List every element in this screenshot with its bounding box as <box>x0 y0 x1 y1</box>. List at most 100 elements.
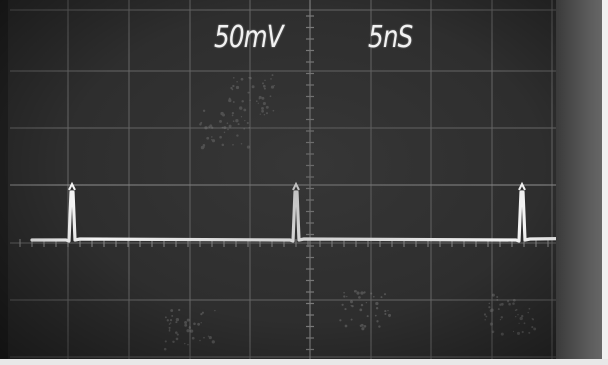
noise-speck <box>231 114 234 117</box>
noise-speck <box>262 82 264 85</box>
noise-speck <box>269 95 272 98</box>
noise-speck <box>383 293 387 296</box>
noise-speck <box>488 306 491 309</box>
noise-speck <box>341 303 344 306</box>
noise-speck <box>378 325 381 328</box>
noise-speck <box>490 308 494 312</box>
noise-speck <box>219 135 222 139</box>
noise-speck <box>202 109 206 112</box>
noise-speck <box>273 84 275 87</box>
noise-speck <box>366 315 369 318</box>
noise-speck <box>263 87 266 90</box>
noise-speck <box>521 314 524 318</box>
noise-speck <box>370 292 373 295</box>
noise-speck <box>197 322 201 326</box>
noise-speck <box>176 333 179 336</box>
noise-speck <box>249 99 251 102</box>
noise-speck <box>350 300 353 304</box>
noise-speck <box>243 108 247 112</box>
noise-speck <box>184 323 188 327</box>
noise-speck <box>211 139 216 143</box>
noise-speck <box>488 302 491 305</box>
noise-speck <box>372 295 375 298</box>
noise-speck <box>223 126 227 130</box>
noise-speck <box>512 330 515 333</box>
noise-speck <box>184 342 186 345</box>
bezel-bottom-edge <box>0 359 608 365</box>
noise-speck <box>500 332 504 336</box>
noise-speck <box>517 314 519 316</box>
noise-speck <box>221 143 225 147</box>
noise-speck <box>356 291 360 295</box>
noise-speck <box>496 298 499 301</box>
noise-speck <box>384 312 387 316</box>
noise-speck <box>199 123 202 126</box>
noise-speck <box>232 101 235 103</box>
noise-speck <box>519 316 523 321</box>
noise-speck <box>515 315 517 318</box>
noise-speck <box>344 308 347 311</box>
noise-speck <box>350 304 352 307</box>
noise-speck <box>262 101 266 106</box>
noise-speck <box>485 315 488 318</box>
noise-speck <box>228 124 232 128</box>
time-per-div-label: 5nS <box>368 20 413 55</box>
noise-speck <box>189 329 194 333</box>
noise-speck <box>271 74 274 77</box>
noise-speck <box>232 120 235 122</box>
noise-speck <box>168 329 171 331</box>
noise-speck <box>343 295 346 298</box>
noise-speck <box>363 291 366 294</box>
noise-speck <box>374 314 377 317</box>
noise-speck <box>258 98 260 100</box>
noise-speck <box>375 301 379 306</box>
signal-trace <box>30 190 608 243</box>
volts-per-div-label: 50mV <box>214 20 284 55</box>
noise-speck <box>231 88 234 91</box>
noise-speck <box>236 80 238 83</box>
noise-speck <box>203 336 205 339</box>
noise-speck <box>239 106 243 110</box>
noise-speck <box>175 321 178 324</box>
noise-speck <box>506 300 510 303</box>
noise-speck <box>527 311 529 314</box>
noise-speck <box>270 85 275 89</box>
noise-speck <box>255 100 258 103</box>
noise-speck <box>166 319 169 322</box>
noise-speck <box>339 319 342 322</box>
noise-speck <box>169 318 173 322</box>
noise-speck <box>384 310 387 313</box>
noise-speck <box>232 84 235 88</box>
noise-speck <box>484 319 486 321</box>
noise-speck <box>512 298 516 302</box>
noise-speck <box>201 311 204 314</box>
noise-speck <box>168 326 171 329</box>
noise-speck <box>387 309 389 312</box>
noise-speck <box>228 98 232 103</box>
noise-speck <box>388 315 391 318</box>
noise-speck <box>184 321 188 324</box>
noise-speck <box>344 324 348 328</box>
noise-speck <box>508 302 511 306</box>
noise-speck <box>265 105 269 109</box>
noise-speck <box>365 301 368 304</box>
noise-speck <box>363 324 367 328</box>
noise-speck <box>350 318 353 321</box>
noise-speck <box>236 134 239 137</box>
noise-speck <box>360 303 364 307</box>
noise-speck <box>175 317 180 322</box>
noise-speck <box>246 121 249 125</box>
noise-speck <box>237 123 240 126</box>
noise-speck <box>227 128 229 131</box>
noise-speck <box>203 146 205 148</box>
screen-noise <box>163 74 537 351</box>
noise-speck <box>200 322 202 324</box>
noise-speck <box>515 308 518 311</box>
noise-speck <box>246 145 250 149</box>
noise-speck <box>241 100 244 103</box>
noise-speck <box>531 318 534 320</box>
noise-speck <box>359 308 363 312</box>
noise-speck <box>343 291 345 294</box>
noise-speck <box>169 322 172 324</box>
